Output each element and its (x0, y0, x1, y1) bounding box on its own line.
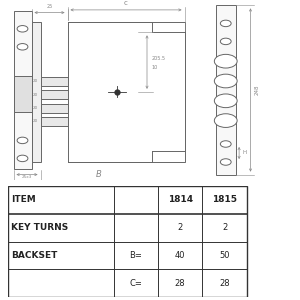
Circle shape (220, 141, 231, 147)
Circle shape (220, 159, 231, 165)
Bar (40, 103, 68, 112)
Circle shape (17, 26, 28, 32)
Text: 2: 2 (178, 223, 183, 232)
Circle shape (220, 20, 231, 27)
Text: 25x3: 25x3 (22, 175, 32, 179)
Text: 20: 20 (32, 106, 38, 110)
Bar (40, 76, 68, 85)
Text: 28: 28 (175, 279, 185, 288)
Bar (32, 22, 40, 162)
Text: 20: 20 (32, 79, 38, 83)
Bar (216, 5, 236, 175)
Circle shape (17, 137, 28, 144)
Circle shape (214, 54, 237, 68)
Text: C=: C= (129, 279, 142, 288)
Text: 1814: 1814 (168, 195, 193, 204)
Bar (8, 186, 247, 297)
Text: 205.5: 205.5 (152, 56, 166, 61)
Bar (14, 76, 32, 112)
Text: 25: 25 (46, 4, 52, 9)
Text: 20: 20 (32, 119, 38, 124)
Bar (14, 11, 32, 169)
Text: 50: 50 (219, 251, 230, 260)
Bar (40, 117, 68, 126)
Text: ITEM: ITEM (11, 195, 36, 204)
Circle shape (17, 44, 28, 50)
Bar (68, 22, 184, 162)
Circle shape (214, 94, 237, 108)
Circle shape (214, 114, 237, 128)
Text: 1815: 1815 (212, 195, 237, 204)
Text: H: H (242, 151, 246, 155)
Text: 20: 20 (32, 92, 38, 97)
Text: KEY TURNS: KEY TURNS (11, 223, 68, 232)
Text: 28: 28 (219, 279, 230, 288)
Circle shape (17, 155, 28, 162)
Text: B: B (96, 170, 102, 179)
Circle shape (220, 38, 231, 45)
Text: c: c (124, 0, 128, 6)
Text: B=: B= (129, 251, 142, 260)
Text: 10: 10 (152, 65, 158, 70)
Circle shape (214, 74, 237, 88)
Text: BACKSET: BACKSET (11, 251, 57, 260)
Bar (40, 90, 68, 99)
Text: 248: 248 (255, 85, 260, 95)
Text: 2: 2 (222, 223, 227, 232)
Text: 40: 40 (175, 251, 185, 260)
